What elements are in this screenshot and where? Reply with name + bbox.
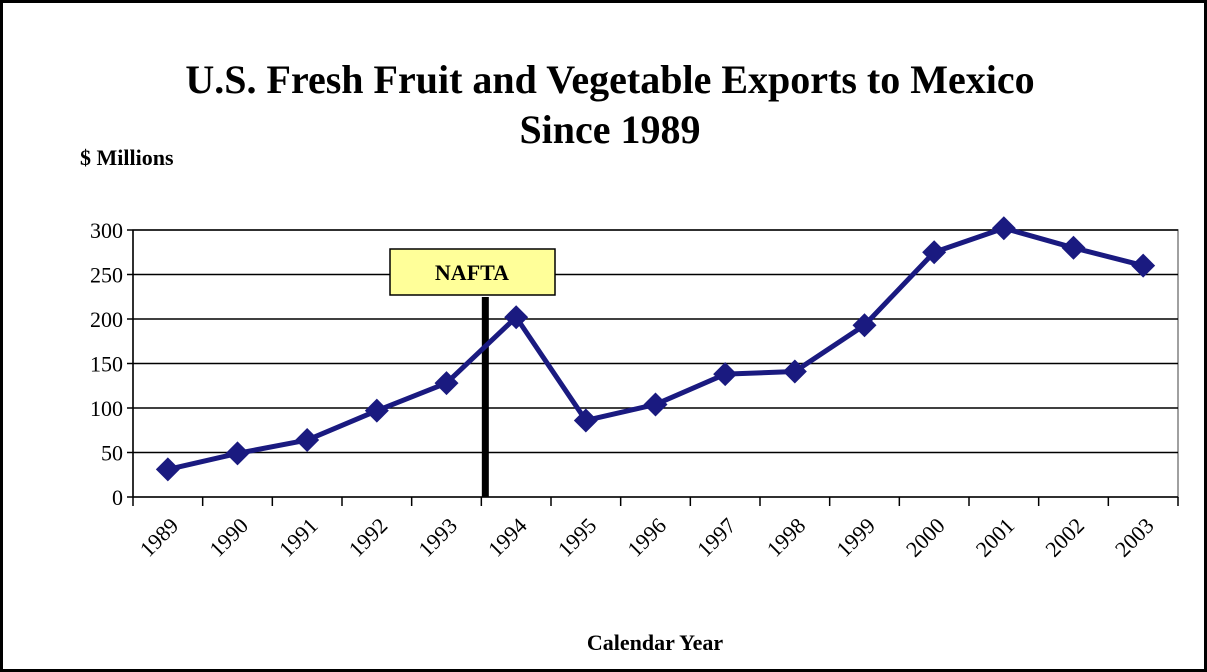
x-tick-label: 1994	[483, 513, 532, 562]
x-tick-label: 1990	[204, 513, 253, 562]
y-tick-label: 300	[90, 218, 123, 243]
x-tick-label: 1993	[413, 513, 462, 562]
x-tick-label: 1989	[135, 513, 184, 562]
y-tick-label: 250	[90, 263, 123, 288]
x-tick-label: 1996	[622, 513, 671, 562]
marker	[922, 240, 947, 265]
marker	[434, 371, 459, 396]
marker	[504, 305, 529, 330]
x-tick-label: 2003	[1110, 513, 1159, 562]
x-tick-label: 2000	[901, 513, 950, 562]
marker	[364, 398, 389, 423]
x-tick-label: 2001	[971, 513, 1020, 562]
annotation-box	[389, 248, 556, 296]
x-tick-label: 1999	[831, 513, 880, 562]
series-line	[167, 225, 1144, 472]
annotation-text: NAFTA	[435, 260, 509, 285]
x-tick-label: 1995	[553, 513, 602, 562]
y-tick-label: 150	[90, 352, 123, 377]
marker	[225, 441, 250, 466]
marker	[713, 362, 738, 387]
marker	[782, 359, 807, 384]
y-tick-label: 0	[112, 485, 123, 510]
marker	[295, 428, 320, 453]
marker	[991, 216, 1016, 241]
y-tick-label: 50	[101, 441, 123, 466]
marker	[573, 408, 598, 433]
x-tick-label: 1997	[692, 513, 741, 562]
marker	[1061, 235, 1086, 260]
y-axis-label: $ Millions	[80, 145, 174, 170]
x-tick-label: 2002	[1040, 513, 1089, 562]
y-tick-label: 200	[90, 307, 123, 332]
chart-title: U.S. Fresh Fruit and Vegetable Exports t…	[185, 57, 1035, 152]
marker	[155, 457, 180, 482]
x-axis-label: Calendar Year	[587, 630, 724, 655]
marker	[1131, 253, 1156, 278]
x-tick-label: 1998	[762, 513, 811, 562]
x-tick-label: 1992	[344, 513, 393, 562]
marker	[852, 313, 877, 338]
y-tick-label: 100	[90, 396, 123, 421]
marker	[643, 392, 668, 417]
x-tick-label: 1991	[274, 513, 323, 562]
